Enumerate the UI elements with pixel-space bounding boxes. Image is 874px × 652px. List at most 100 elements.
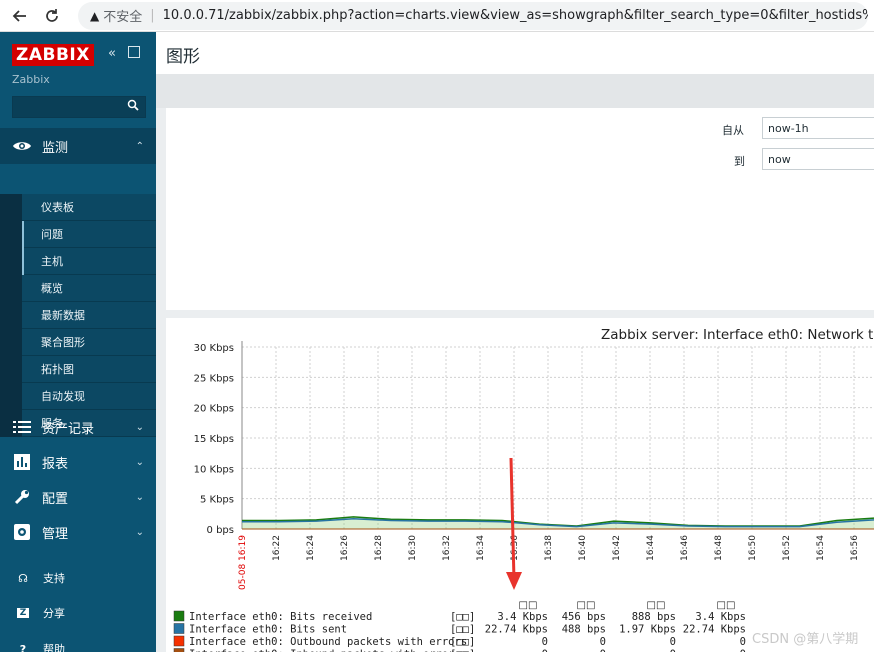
submenu-item-overview[interactable]: 概览 (0, 275, 156, 302)
kiosk-mode-icon[interactable] (128, 46, 140, 58)
legend-value: 3.4 Kbps (695, 611, 746, 623)
wrench-icon (12, 487, 32, 507)
menu-section-label: 配置 (42, 491, 69, 507)
legend-tag: [□□] (450, 636, 475, 648)
search-icon[interactable] (127, 99, 139, 111)
list-icon (12, 417, 32, 437)
headset-icon: ☊ (18, 571, 28, 585)
menu-section-administration[interactable]: 管理 ⌄ (0, 514, 156, 550)
chevron-down-icon: ⌄ (135, 491, 144, 503)
address-bar[interactable]: ▲ 不安全 | 10.0.0.71/zabbix/zabbix.php?acti… (78, 1, 868, 30)
collapse-sidebar-icon[interactable]: « (108, 46, 116, 61)
legend-value: 0 (670, 649, 676, 652)
menu-section-label: 报表 (42, 456, 69, 472)
y-tick-label: 10 Kbps (194, 464, 234, 475)
x-tick-label: 16:36 (510, 535, 520, 561)
menu-section-reports[interactable]: 报表 ⌄ (0, 444, 156, 480)
from-label: 自从 (722, 124, 744, 137)
graph-panel: Zabbix server: Interface eth0: Network t… (166, 318, 874, 652)
legend-swatch (173, 635, 185, 647)
bar-chart-icon (12, 452, 32, 472)
legend-series-name: Interface eth0: Bits sent (189, 624, 347, 636)
share-icon: Z (17, 608, 29, 618)
menu-section-label: 监测 (42, 140, 69, 156)
submenu-label: 仪表板 (41, 201, 74, 214)
x-tick-label: 16:22 (272, 535, 282, 561)
submenu-label: 自动发现 (41, 390, 85, 403)
url-separator: | (150, 8, 155, 23)
x-tick-label: 16:26 (340, 535, 350, 561)
help-icon: ? (19, 642, 27, 652)
menu-section-configuration[interactable]: 配置 ⌄ (0, 479, 156, 515)
watermark-text: CSDN @第八学期 (752, 632, 859, 647)
legend-value: 22.74 Kbps (485, 624, 548, 636)
legend-value: 488 bps (562, 624, 606, 636)
share-link[interactable]: Z 分享 (0, 598, 156, 628)
network-traffic-chart[interactable]: 30 Kbps 25 Kbps 20 Kbps 15 Kbps 10 Kbps 5 Kbp… (166, 318, 874, 652)
legend-swatch (173, 623, 185, 634)
annotation-arrow-head (506, 572, 522, 590)
eye-icon (12, 136, 32, 156)
chart-title: Zabbix server: Interface eth0: Network t (601, 327, 874, 343)
menu-section-inventory[interactable]: 资产记录 ⌄ (0, 409, 156, 445)
legend-value: 0 (542, 636, 548, 648)
to-label: 到 (734, 155, 745, 168)
legend-header: □□ (717, 600, 736, 611)
x-tick-label: 16:30 (408, 535, 418, 561)
back-arrow-icon[interactable] (8, 4, 32, 28)
from-input[interactable]: now-1h (762, 117, 874, 139)
legend-value: 0 (670, 636, 676, 648)
submenu-item-problems[interactable]: 问题 (0, 221, 156, 248)
chevron-down-icon: ⌄ (135, 421, 144, 433)
legend-series-name: Interface eth0: Bits received (189, 611, 372, 623)
legend-value: 1.97 Kbps (619, 624, 676, 636)
legend-value: 0 (600, 636, 606, 648)
sidebar: ZABBIX « Zabbix 监测 ⌃ 仪表板 问题 主机 概览 最新数据 聚… (0, 32, 156, 652)
share-label: 分享 (43, 607, 65, 620)
zabbix-logo[interactable]: ZABBIX (12, 44, 94, 66)
x-tick-label: 16:50 (748, 535, 758, 561)
x-tick-label: 16:28 (374, 535, 384, 561)
x-tick-label: 16:44 (646, 535, 656, 561)
chevron-down-icon: ⌄ (135, 456, 144, 468)
main-content: 图形 自从 now-1h 到 now Zabbix server: Interf… (156, 32, 874, 652)
page-header: 图形 (156, 32, 874, 74)
x-tick-label: 16:24 (306, 535, 316, 561)
support-link[interactable]: ☊ 支持 (0, 563, 156, 593)
x-tick-label: 16:38 (544, 535, 554, 561)
legend-tag: [□□] (450, 649, 475, 652)
annotation-arrow-shaft (509, 457, 516, 581)
legend-value: 0 (740, 636, 746, 648)
legend-value: 888 bps (632, 611, 676, 623)
help-link[interactable]: ? 帮助 (0, 634, 156, 652)
submenu-item-maps[interactable]: 拓扑图 (0, 356, 156, 383)
submenu-item-hosts[interactable]: 主机 (0, 248, 156, 275)
sidebar-search-input[interactable] (12, 96, 146, 118)
y-tick-label: 25 Kbps (194, 373, 234, 384)
legend-value: 3.4 Kbps (497, 611, 548, 623)
submenu-item-screens[interactable]: 聚合图形 (0, 329, 156, 356)
submenu-item-discovery[interactable]: 自动发现 (0, 383, 156, 410)
legend-value: 22.74 Kbps (683, 624, 746, 636)
menu-section-monitoring[interactable]: 监测 ⌃ (0, 128, 156, 164)
x-tick-label: 16:40 (578, 535, 588, 561)
filter-tab-bar[interactable] (156, 74, 874, 108)
submenu-label: 最新数据 (41, 309, 85, 322)
legend-header: □□ (647, 600, 666, 611)
insecure-label: 不安全 (103, 10, 143, 25)
reload-icon[interactable] (40, 4, 64, 28)
legend-header: □□ (577, 600, 596, 611)
y-tick-label: 15 Kbps (194, 434, 234, 445)
series-line-1 (242, 517, 874, 528)
server-name: Zabbix (12, 73, 50, 86)
y-tick-label: 30 Kbps (194, 343, 234, 354)
menu-section-label: 管理 (42, 526, 69, 542)
x-start-label: 05-08 16:19 (238, 535, 248, 590)
submenu-item-dashboard[interactable]: 仪表板 (0, 194, 156, 221)
submenu-label: 问题 (41, 228, 63, 241)
gear-icon (12, 522, 32, 542)
submenu-item-latest-data[interactable]: 最新数据 (0, 302, 156, 329)
to-input[interactable]: now (762, 148, 874, 170)
url-text: 10.0.0.71/zabbix/zabbix.php?action=chart… (162, 8, 868, 23)
x-tick-label: 16:56 (850, 535, 860, 561)
